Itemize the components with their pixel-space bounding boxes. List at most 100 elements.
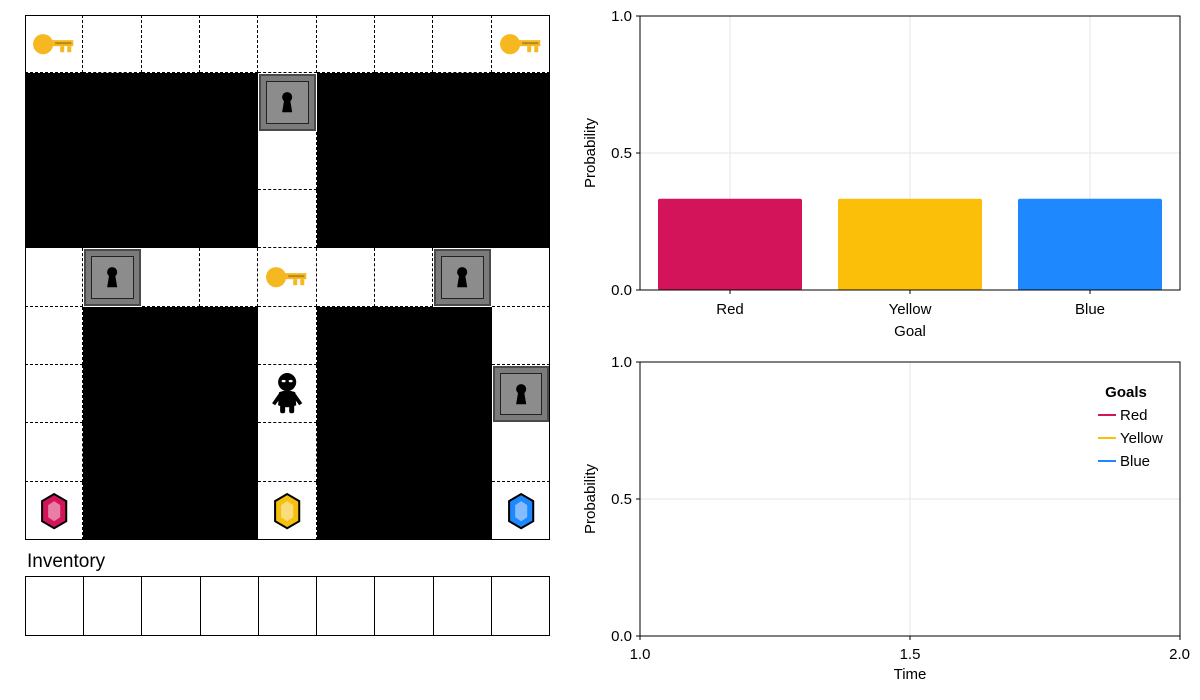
- floor-cell: [141, 15, 200, 74]
- goal-probability-time-chart: 0.0 0.5 1.0 1.0 1.5 2.0 Time Probability Goals Re…: [582, 354, 1190, 683]
- floor-cell: [433, 15, 492, 74]
- wall-cell: [316, 306, 375, 365]
- wall-cell: [141, 423, 200, 482]
- floor-cell: [200, 15, 259, 74]
- keyhole-icon: [515, 384, 526, 405]
- wall-cell: [433, 131, 492, 190]
- floor-cell: [25, 248, 84, 307]
- legend-label: Blue: [1120, 453, 1150, 470]
- floor-cell: [83, 15, 142, 74]
- wall-cell: [491, 190, 550, 249]
- wall-cell: [83, 481, 142, 540]
- wall-cell: [25, 73, 84, 132]
- wall-cell: [83, 365, 142, 424]
- locked-door: [259, 74, 316, 131]
- inventory-slot: [142, 577, 201, 635]
- inventory-title: Inventory: [27, 551, 106, 572]
- wall-cell: [375, 190, 434, 249]
- y-axis-label: Probability: [582, 463, 599, 534]
- door-cell: [258, 73, 317, 132]
- floor-cell: [491, 423, 550, 482]
- inventory-slot: [317, 577, 376, 635]
- wall-cell: [141, 365, 200, 424]
- inventory-slot: [26, 577, 85, 635]
- door-cell: [491, 365, 550, 424]
- wall-cell: [433, 481, 492, 540]
- x-axis-label: Time: [894, 666, 927, 683]
- wall-cell: [200, 481, 259, 540]
- wall-cell: [375, 306, 434, 365]
- wall-cell: [491, 131, 550, 190]
- y-tick-label: 0.5: [611, 145, 632, 162]
- key-icon: [25, 15, 83, 73]
- goal-probability-bar-chart: 0.0 0.5 1.0 Red Yellow Blue Goal Probability: [582, 8, 1181, 340]
- floor-cell: [258, 423, 317, 482]
- y-axis-label: Probability: [582, 117, 599, 188]
- y-tick-label: 1.0: [611, 354, 632, 371]
- wall-cell: [433, 423, 492, 482]
- floor-cell: [316, 248, 375, 307]
- wall-cell: [141, 131, 200, 190]
- x-tick-label: 1.5: [900, 646, 921, 663]
- x-tick-label: 1.0: [630, 646, 651, 663]
- wall-cell: [375, 365, 434, 424]
- wall-cell: [83, 306, 142, 365]
- wall-cell: [141, 481, 200, 540]
- inventory-slot: [84, 577, 143, 635]
- door-cell: [433, 248, 492, 307]
- y-tick-label: 1.0: [611, 8, 632, 25]
- inventory-slot: [492, 577, 549, 635]
- wall-cell: [200, 365, 259, 424]
- x-axis-label: Goal: [894, 323, 926, 340]
- wall-cell: [200, 423, 259, 482]
- wall-cell: [83, 131, 142, 190]
- floor-cell: [375, 248, 434, 307]
- x-tick-label: Blue: [1075, 301, 1105, 318]
- floor-cell: [25, 423, 84, 482]
- wall-cell: [491, 73, 550, 132]
- legend-label: Yellow: [1120, 430, 1163, 447]
- floor-cell: [258, 306, 317, 365]
- red-gem-icon: [25, 482, 83, 540]
- wall-cell: [25, 190, 84, 249]
- yellow-gem-icon: [258, 482, 316, 540]
- door-cell: [83, 248, 142, 307]
- bar-yellow: [838, 198, 982, 290]
- y-tick-label: 0.0: [611, 628, 632, 645]
- x-tick-label: 2.0: [1169, 646, 1190, 663]
- x-tick-label: Red: [716, 301, 744, 318]
- wall-cell: [316, 423, 375, 482]
- x-tick-label: Yellow: [889, 301, 932, 318]
- y-tick-label: 0.0: [611, 282, 632, 299]
- wall-cell: [200, 306, 259, 365]
- floor-cell: [258, 15, 317, 74]
- wall-cell: [433, 73, 492, 132]
- bar-blue: [1018, 198, 1162, 290]
- wall-cell: [316, 365, 375, 424]
- wall-cell: [141, 73, 200, 132]
- floor-cell: [200, 248, 259, 307]
- wall-cell: [83, 190, 142, 249]
- wall-cell: [316, 481, 375, 540]
- keyhole-icon: [107, 267, 118, 288]
- wall-cell: [83, 423, 142, 482]
- legend-label: Red: [1120, 407, 1148, 424]
- agent-icon: [258, 365, 316, 423]
- wall-cell: [375, 481, 434, 540]
- floor-cell: [141, 248, 200, 307]
- wall-cell: [433, 306, 492, 365]
- wall-cell: [200, 73, 259, 132]
- wall-cell: [375, 423, 434, 482]
- wall-cell: [316, 190, 375, 249]
- inventory-bar: [25, 576, 550, 636]
- floor-cell: [491, 306, 550, 365]
- inventory-slot: [201, 577, 259, 635]
- wall-cell: [433, 365, 492, 424]
- keyhole-icon: [457, 267, 468, 288]
- floor-cell: [25, 365, 84, 424]
- floor-cell: [316, 15, 375, 74]
- locked-door: [492, 366, 549, 423]
- wall-cell: [200, 131, 259, 190]
- locked-door: [84, 249, 141, 306]
- inventory-slot: [434, 577, 492, 635]
